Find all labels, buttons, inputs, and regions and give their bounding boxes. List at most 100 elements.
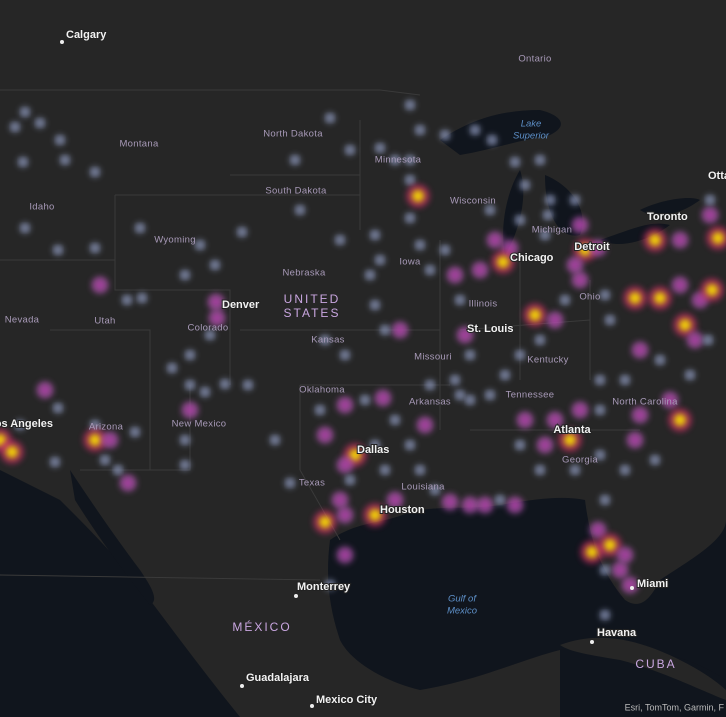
heat-spot [705, 337, 711, 343]
heat-spot [512, 159, 518, 165]
region-label: North Dakota [263, 129, 323, 140]
heat-spot [675, 235, 685, 245]
heat-spot [487, 392, 493, 398]
city-label: Toronto [647, 211, 688, 223]
heat-spot [442, 132, 448, 138]
heat-spot [575, 275, 585, 285]
heat-spot [377, 257, 383, 263]
heat-spot [212, 262, 218, 268]
heat-spot [92, 422, 98, 428]
heat-spot [593, 525, 603, 535]
heat-spot [550, 415, 560, 425]
heat-spot [392, 157, 398, 163]
heat-spot [540, 440, 550, 450]
heat-spot [340, 400, 350, 410]
city-label: Ottawa [708, 170, 726, 182]
heat-spot [297, 207, 303, 213]
heat-spot [202, 389, 208, 395]
region-label: Iowa [399, 257, 421, 268]
attribution: Esri, TomTom, Garmin, F [625, 702, 725, 712]
city-label: St. Louis [467, 323, 513, 335]
water-label: Superior [513, 131, 550, 142]
heat-spot [602, 497, 608, 503]
heat-spot [349, 449, 361, 461]
city-dot [590, 640, 594, 644]
heat-spot [340, 510, 350, 520]
region-label: Utah [94, 316, 115, 327]
heat-spot [52, 459, 58, 465]
heat-spot [445, 497, 455, 507]
heat-spot [272, 437, 278, 443]
region-label: Michigan [532, 225, 572, 236]
heat-spot [712, 232, 724, 244]
heat-spot [17, 422, 23, 428]
heat-spot [467, 352, 473, 358]
heat-spot [340, 460, 350, 470]
heat-spot [367, 272, 373, 278]
heat-spot [602, 612, 608, 618]
heat-spot [620, 550, 630, 560]
heat-spot [586, 546, 598, 558]
region-label: Oklahoma [299, 385, 345, 396]
region-label: Ontario [518, 54, 551, 65]
region-label: Wyoming [154, 235, 196, 246]
country-label: CUBA [635, 657, 676, 671]
heat-spot [417, 242, 423, 248]
heat-spot [372, 232, 378, 238]
heat-spot [607, 317, 613, 323]
heat-spot [602, 292, 608, 298]
heat-spot [6, 446, 18, 458]
heat-spot [55, 405, 61, 411]
heat-spot [654, 292, 666, 304]
city-label: Calgary [66, 29, 107, 41]
heat-spot [562, 297, 568, 303]
great-lakes [440, 110, 700, 255]
heat-spot [695, 295, 705, 305]
heat-spot [22, 225, 28, 231]
heat-spot [649, 234, 661, 246]
heat-spot [497, 256, 509, 268]
country-label: STATES [284, 306, 341, 320]
region-label: Georgia [562, 455, 598, 466]
region-label: Illinois [469, 299, 498, 310]
heat-spot [687, 372, 693, 378]
heat-spot [629, 292, 641, 304]
heat-spot [635, 345, 645, 355]
heat-spot [362, 397, 368, 403]
heat-spot [182, 272, 188, 278]
heat-spot [497, 497, 503, 503]
heat-spot [674, 414, 686, 426]
heat-spot [395, 325, 405, 335]
heat-spot [597, 452, 603, 458]
heat-spot [377, 145, 383, 151]
city-label: Guadalajara [246, 672, 310, 684]
heat-spot [197, 242, 203, 248]
city-dot [240, 684, 244, 688]
heat-spot [105, 435, 115, 445]
heat-spot [427, 382, 433, 388]
heat-spot [407, 442, 413, 448]
heat-spot [340, 550, 350, 560]
heat-spot [450, 270, 460, 280]
region-label: Arizona [89, 422, 124, 433]
heat-spot [320, 430, 330, 440]
state-borders [0, 89, 640, 581]
heat-spot [137, 225, 143, 231]
heat-spot [89, 434, 101, 446]
heat-spot [207, 332, 213, 338]
heat-spot [529, 309, 541, 321]
heat-spot [390, 495, 400, 505]
heat-spot [347, 477, 353, 483]
heat-spot [520, 415, 530, 425]
heat-spot [95, 280, 105, 290]
heat-spot [420, 420, 430, 430]
heat-spot [457, 297, 463, 303]
heat-spot [505, 243, 515, 253]
region-label: New Mexico [172, 419, 227, 430]
heat-spot [510, 500, 520, 510]
heat-spot [490, 235, 500, 245]
heat-spot [575, 220, 585, 230]
heat-spot [707, 197, 713, 203]
heat-spot [319, 516, 331, 528]
